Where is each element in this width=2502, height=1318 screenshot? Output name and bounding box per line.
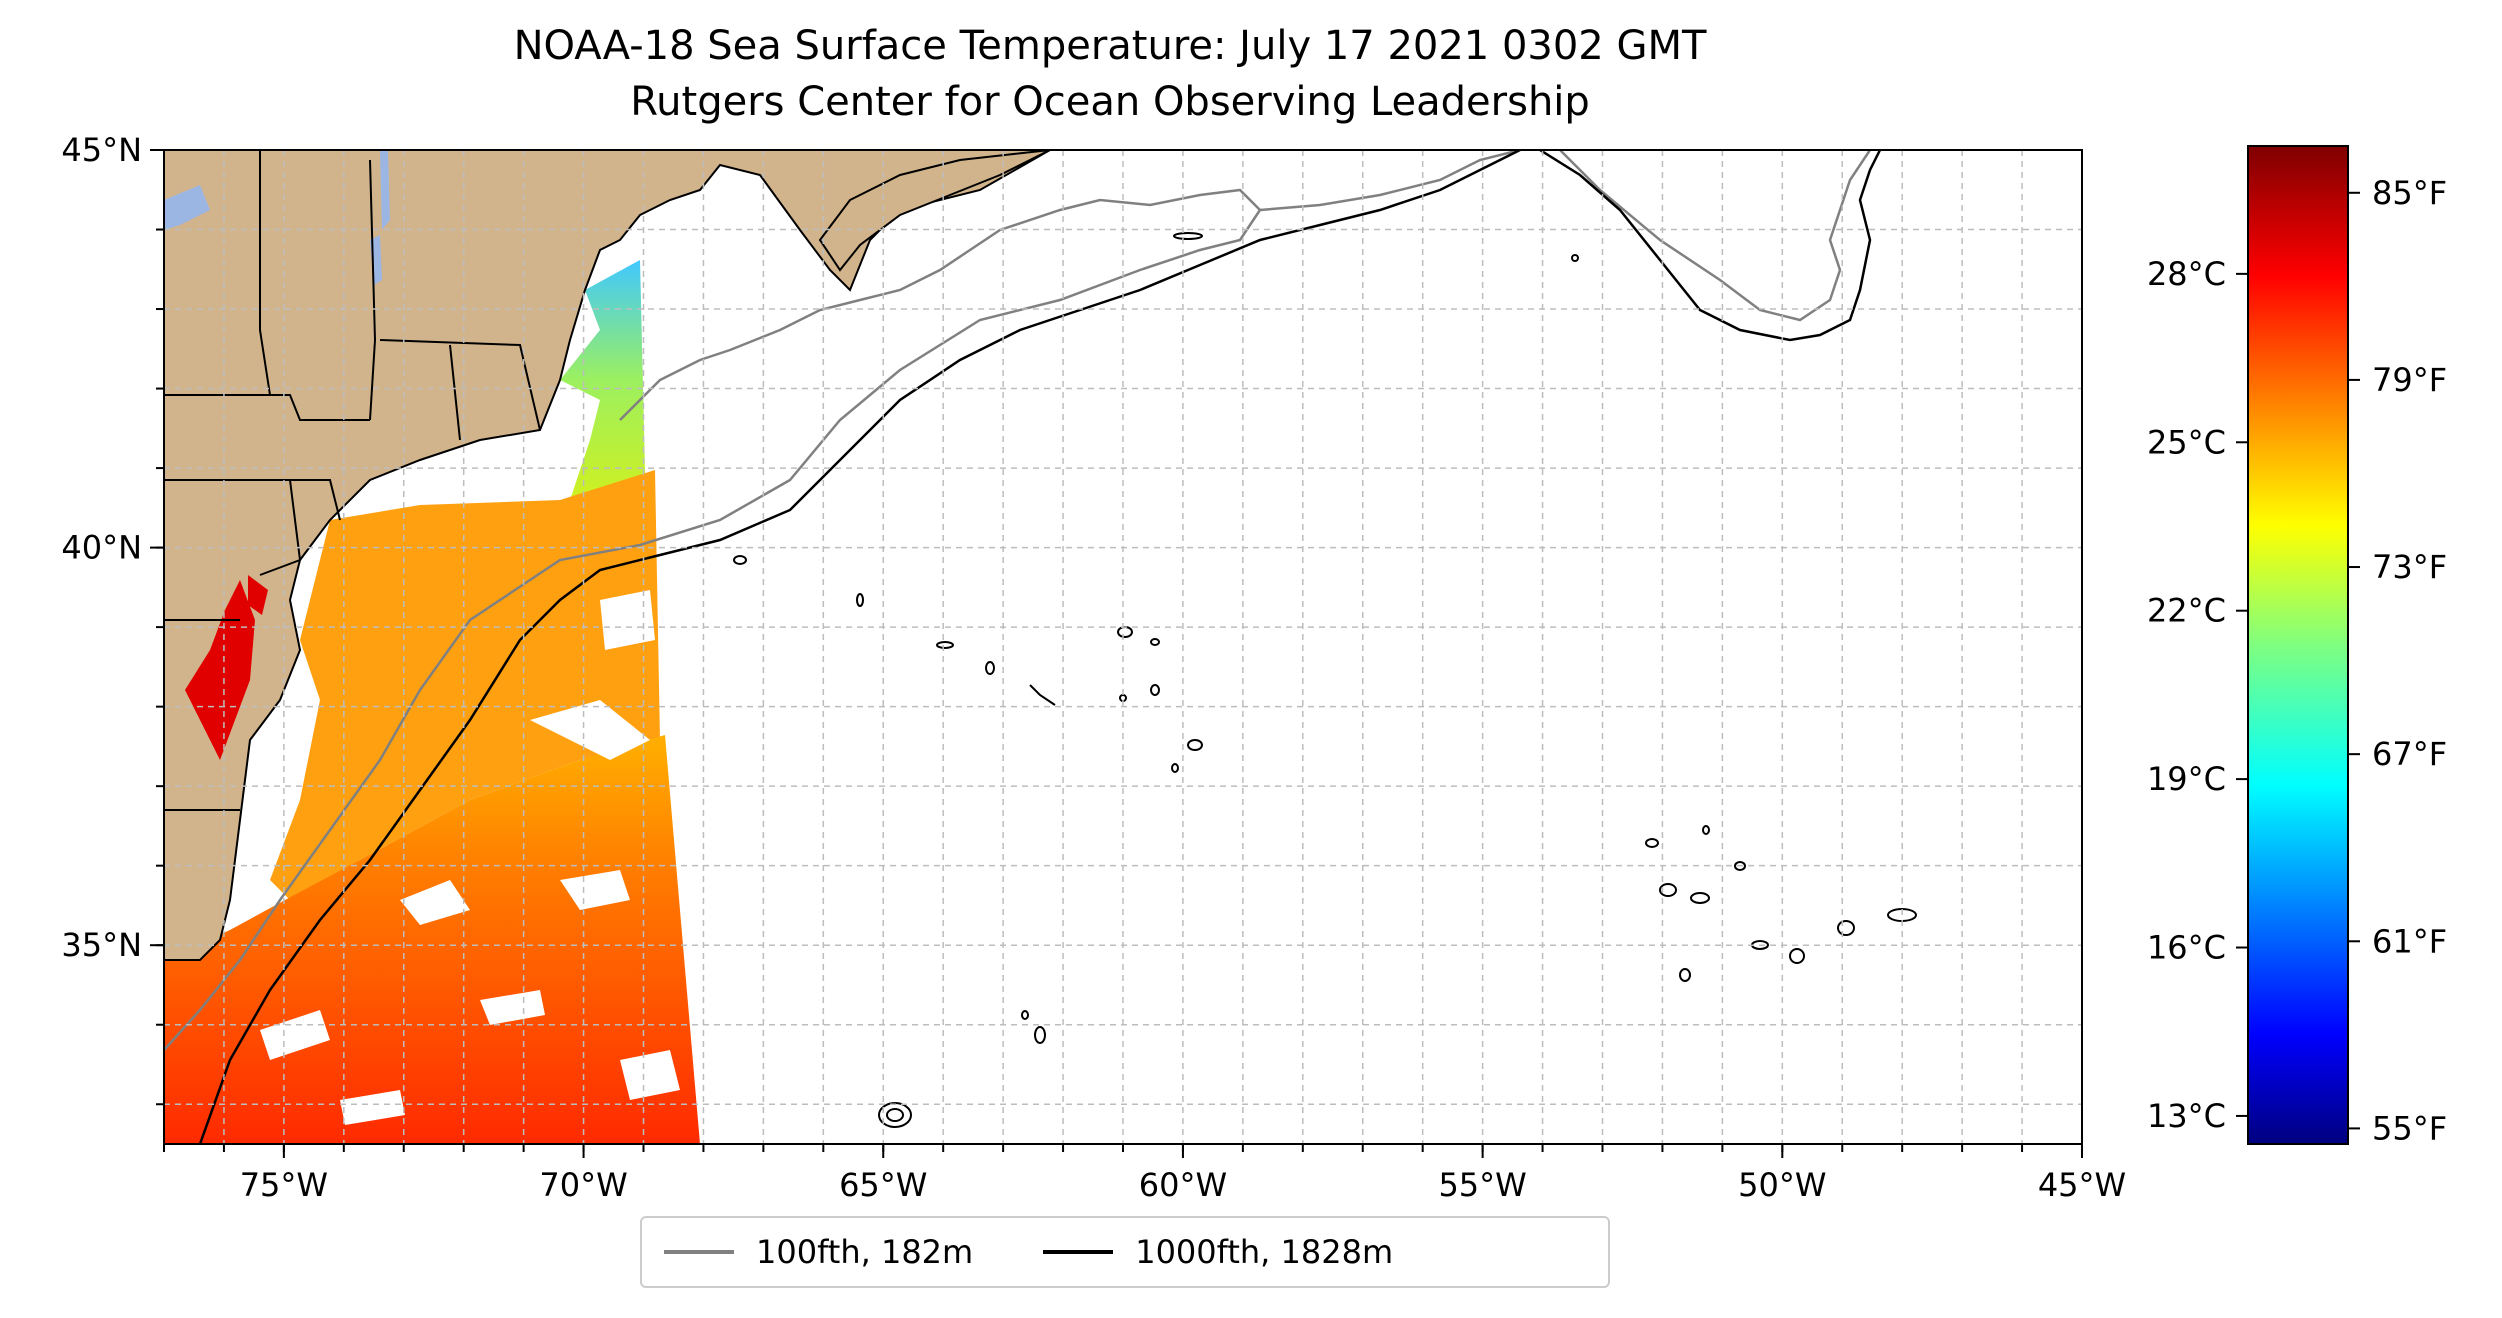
colorbar-label-f: 79°F	[2372, 361, 2447, 399]
legend-item-1000fth: 1000fth, 1828m	[1043, 1233, 1393, 1271]
colorbar-label-f: 73°F	[2372, 548, 2447, 586]
colorbar-label-f: 85°F	[2372, 174, 2447, 212]
tick-label-lat: 40°N	[61, 529, 142, 567]
delaware-bay	[248, 575, 268, 615]
legend-label-1000fth: 1000fth, 1828m	[1135, 1233, 1394, 1271]
tick-label-lon: 55°W	[1438, 1166, 1526, 1204]
sst-swath-middle	[270, 470, 660, 900]
colorbar-label-f: 67°F	[2372, 735, 2447, 773]
tick-label-lon: 70°W	[539, 1166, 627, 1204]
colorbar-label-f: 55°F	[2372, 1109, 2447, 1147]
chesapeake-bay	[185, 580, 255, 760]
colorbar	[2247, 145, 2349, 1145]
tick-label-lon: 45°W	[2038, 1166, 2126, 1204]
legend-label-100fth: 100fth, 182m	[756, 1233, 974, 1271]
isobath-legend: 100fth, 182m 1000fth, 1828m	[640, 1216, 1610, 1288]
map-subtitle: Rutgers Center for Ocean Observing Leade…	[630, 79, 1590, 125]
map-axes: 75°W 70°W 65°W 60°W 55°W 50°W 45°W 35°N 40°N 45°N	[61, 131, 2126, 1204]
colorbar-ticks: 55°F 61°F 67°F 73°F 79°F 85°F 13°C 16°C 19°C 22°C…	[2147, 174, 2447, 1148]
colorbar-label-c: 13°C	[2147, 1097, 2226, 1135]
cloud-gaps	[260, 590, 680, 1125]
tick-label-lon: 50°W	[1738, 1166, 1826, 1204]
colorbar-label-c: 19°C	[2147, 760, 2226, 798]
isobath-1000fth	[198, 150, 1882, 1144]
state-borders	[164, 150, 541, 811]
colorbar-label-c: 25°C	[2147, 423, 2226, 461]
graticule	[163, 149, 2083, 1144]
colorbar-label-c: 28°C	[2147, 255, 2226, 293]
tick-label-lon: 60°W	[1139, 1166, 1227, 1204]
tick-label-lat: 45°N	[61, 131, 142, 169]
tick-label-lat: 35°N	[61, 926, 142, 964]
colorbar-label-c: 16°C	[2147, 929, 2226, 967]
tick-label-lon: 65°W	[839, 1166, 927, 1204]
legend-swatch-1000fth	[1043, 1250, 1114, 1254]
legend-item-100fth: 100fth, 182m	[664, 1233, 973, 1271]
land-us-east-coast	[164, 150, 1053, 961]
colorbar-label-f: 61°F	[2372, 922, 2447, 960]
map-title: NOAA-18 Sea Surface Temperature: July 17…	[513, 23, 1707, 69]
colorbar-label-c: 22°C	[2147, 592, 2226, 630]
tick-label-lon: 75°W	[240, 1166, 328, 1204]
inland-lakes	[164, 150, 390, 285]
legend-swatch-100fth	[664, 1250, 734, 1254]
